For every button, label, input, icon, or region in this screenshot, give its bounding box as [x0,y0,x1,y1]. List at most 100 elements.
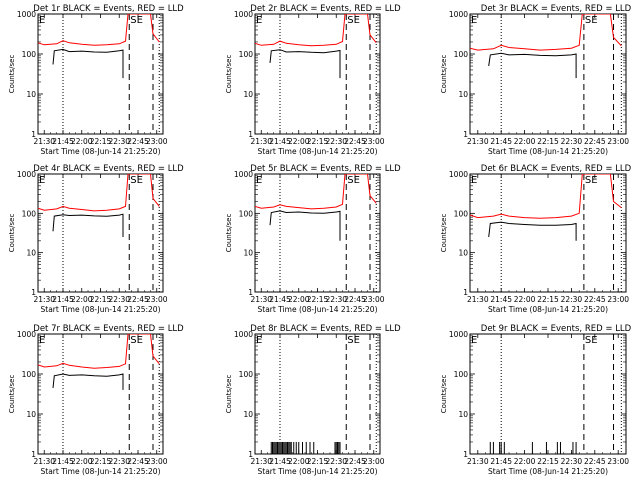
x-tick-label: 21:45 [269,137,291,146]
x-tick-label: 21:45 [490,137,512,146]
detector-panel-6: Det 6r BLACK = Events, RED = LLD 1 10 100 10… [440,164,632,314]
detector-panel-8: Det 8r BLACK = Events, RED = LLD 1 10 100 10… [225,324,401,476]
x-tick-label: 22:30 [108,137,130,146]
x-tick-label: 22:30 [325,295,347,304]
x-tick-label: 22:45 [127,295,149,304]
detector-panel-2: Det 2r BLACK = Events, RED = LLD 1 10 100 10… [225,4,401,156]
x-tick-label: 22:15 [90,295,112,304]
panel-title: Det 3r BLACK = Events, RED = LLD [481,4,632,14]
time-marker-label: SE [347,15,360,26]
panel-title: Det 2r BLACK = Events, RED = LLD [250,4,401,14]
series-line-lld [255,14,377,47]
panel-title: Det 9r BLACK = Events, RED = LLD [481,324,632,334]
time-marker-label: E [39,15,45,26]
panel-title: Det 7r BLACK = Events, RED = LLD [33,324,184,334]
time-marker-label: E [471,175,477,186]
x-tick-label: 22:00 [71,457,93,466]
series-line-events [52,48,124,79]
x-tick-label: 23:00 [607,137,629,146]
y-tick-label: 10 [458,90,468,99]
y-tick-label: 100 [454,50,469,59]
x-tick-label: 22:15 [307,457,329,466]
x-tick-label: 23:00 [607,457,629,466]
x-tick-label: 22:15 [307,295,329,304]
y-tick-label: 1000 [234,330,253,339]
time-marker-label: E [256,175,262,186]
series-line-events [488,52,577,79]
time-marker-label: SE [585,175,598,186]
detector-panel-9: Det 9r BLACK = Events, RED = LLD 1 10 100 10… [440,324,632,476]
x-tick-label: 23:00 [146,457,168,466]
x-tick-label: 21:30 [33,137,55,146]
time-marker-label: SE [130,175,143,186]
x-tick-label: 21:30 [33,295,55,304]
series-line-events [488,221,577,241]
y-tick-label: 10 [458,249,468,258]
detector-panel-5: Det 5r BLACK = Events, RED = LLD 1 10 100 10… [225,164,401,314]
plot-frame [37,13,164,135]
series-line-lld [470,14,622,51]
x-tick-label: 22:30 [561,295,583,304]
plot-frame [37,333,164,455]
x-tick-label: 22:15 [537,137,559,146]
x-tick-label: 21:30 [250,295,272,304]
x-tick-label: 22:00 [288,457,310,466]
time-marker-label: SE [130,335,143,346]
x-tick-label: 22:45 [127,457,149,466]
y-tick-label: 10 [26,90,36,99]
series-line-lld [38,174,160,212]
x-tick-label: 22:45 [344,137,366,146]
time-marker-label: SE [347,335,360,346]
x-tick-label: 21:45 [52,457,74,466]
x-tick-label: 22:45 [584,457,606,466]
x-tick-label: 22:15 [537,295,559,304]
x-tick-label: 21:30 [467,295,489,304]
x-tick-label: 21:45 [269,457,291,466]
time-marker-label: E [39,335,45,346]
y-axis-label: Counts/sec [440,375,448,414]
plot-frame [254,13,381,135]
x-tick-label: 21:45 [52,137,74,146]
x-tick-label: 23:00 [363,457,385,466]
time-marker-label: SE [130,15,143,26]
y-tick-label: 10 [26,410,36,419]
x-tick-label: 22:30 [108,295,130,304]
x-axis-label: Start Time (08-Jun-14 21:25:20) [258,305,378,314]
x-axis-label: Start Time (08-Jun-14 21:25:20) [258,467,378,476]
y-tick-label: 10 [26,249,36,258]
y-tick-label: 100 [239,50,254,59]
x-tick-label: 23:00 [146,137,168,146]
x-tick-label: 21:30 [250,137,272,146]
series-line-lld [38,14,160,46]
series-line-lld [255,174,377,210]
y-axis-label: Counts/sec [8,214,16,253]
y-tick-label: 1000 [234,10,253,19]
x-tick-label: 22:30 [561,137,583,146]
time-marker-label: E [471,335,477,346]
x-tick-label: 23:00 [146,295,168,304]
y-tick-label: 1 [463,450,468,459]
y-tick-label: 1000 [17,10,36,19]
y-tick-label: 1 [31,130,36,139]
y-axis-label: Counts/sec [8,55,16,94]
panel-title: Det 8r BLACK = Events, RED = LLD [250,324,401,334]
x-tick-label: 22:00 [288,137,310,146]
y-tick-label: 1000 [234,170,253,179]
x-tick-label: 21:30 [250,457,272,466]
y-tick-label: 100 [454,370,469,379]
x-tick-label: 22:00 [514,457,536,466]
x-tick-label: 22:00 [71,137,93,146]
y-tick-label: 1 [31,450,36,459]
x-tick-label: 22:30 [108,457,130,466]
plot-frame [469,333,627,455]
x-axis-label: Start Time (08-Jun-14 21:25:20) [41,467,161,476]
x-tick-label: 23:00 [363,295,385,304]
y-axis-label: Counts/sec [225,375,233,414]
y-tick-label: 100 [22,209,37,218]
x-tick-label: 22:15 [90,137,112,146]
x-tick-label: 21:45 [269,295,291,304]
series-line-lld [470,174,622,219]
time-marker-label: E [256,335,262,346]
y-tick-label: 100 [22,370,37,379]
y-tick-label: 10 [243,90,253,99]
